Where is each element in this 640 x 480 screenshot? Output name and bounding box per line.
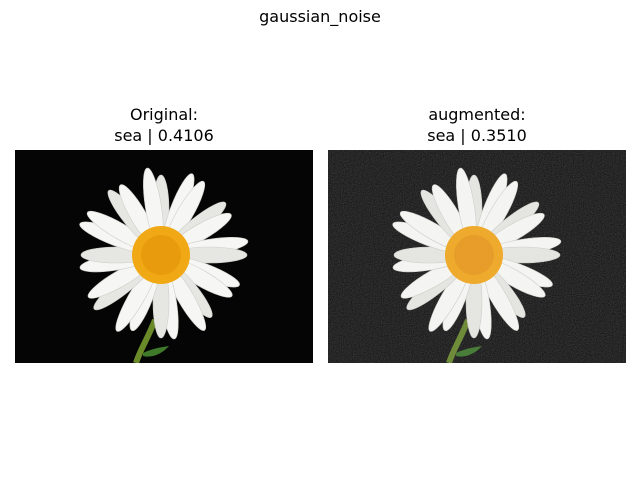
panel-caption: sea | 0.4106: [114, 126, 214, 145]
panel-title-original: Original: sea | 0.4106: [15, 104, 313, 146]
panel-heading: Original:: [130, 105, 198, 124]
panel-title-augmented: augmented: sea | 0.3510: [328, 104, 626, 146]
stem: [446, 318, 482, 363]
original-image: [15, 150, 313, 363]
figure-title: gaussian_noise: [259, 7, 381, 26]
augmented-image: [328, 150, 626, 363]
panel-heading: augmented:: [428, 105, 526, 124]
daisy-image-noisy: [328, 150, 626, 363]
stem: [133, 318, 169, 363]
panel-caption: sea | 0.3510: [427, 126, 527, 145]
daisy-image: [15, 150, 313, 363]
